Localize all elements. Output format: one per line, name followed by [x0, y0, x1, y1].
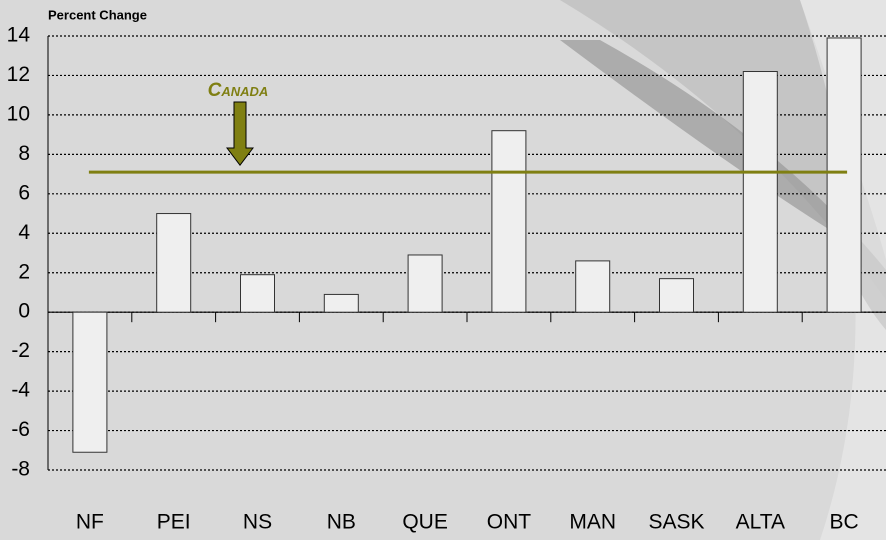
- bar: [491, 130, 527, 313]
- x-tick-label: NS: [243, 511, 272, 534]
- x-tick-label: ONT: [487, 511, 532, 534]
- y-tick-label: 6: [18, 181, 30, 204]
- x-tick-label: NF: [76, 511, 104, 534]
- y-tick-label: 12: [7, 63, 30, 86]
- decoration: [800, 0, 886, 540]
- bar: [156, 213, 192, 313]
- reference-label: Canada: [208, 80, 269, 101]
- y-tick-label: 2: [18, 260, 30, 283]
- x-tick-label: QUE: [402, 511, 448, 534]
- y-axis-label: Percent Change: [48, 7, 147, 22]
- y-tick-label: 14: [7, 24, 31, 47]
- bar: [575, 260, 611, 313]
- bar: [407, 254, 443, 313]
- y-tick-label: 8: [18, 142, 30, 165]
- x-tick-label: ALTA: [736, 511, 785, 534]
- bar: [742, 71, 778, 313]
- y-tick-label: -6: [11, 418, 30, 441]
- x-tick-label: BC: [830, 511, 859, 534]
- y-tick-label: 0: [18, 300, 30, 323]
- x-tick-label: MAN: [569, 511, 616, 534]
- bar: [240, 274, 275, 313]
- y-tick-label: -2: [11, 339, 30, 362]
- y-tick-label: -4: [11, 379, 30, 402]
- y-tick-label: 4: [18, 221, 30, 244]
- y-tick-label: -8: [11, 458, 30, 481]
- bar: [826, 37, 862, 313]
- reference-arrow: [225, 101, 255, 166]
- x-tick-label: SASK: [648, 511, 704, 534]
- bar: [659, 278, 694, 313]
- x-tick-label: PEI: [157, 511, 191, 534]
- x-tick-label: NB: [327, 511, 356, 534]
- bar: [323, 293, 359, 313]
- bar: [72, 311, 108, 453]
- y-tick-label: 10: [7, 102, 30, 125]
